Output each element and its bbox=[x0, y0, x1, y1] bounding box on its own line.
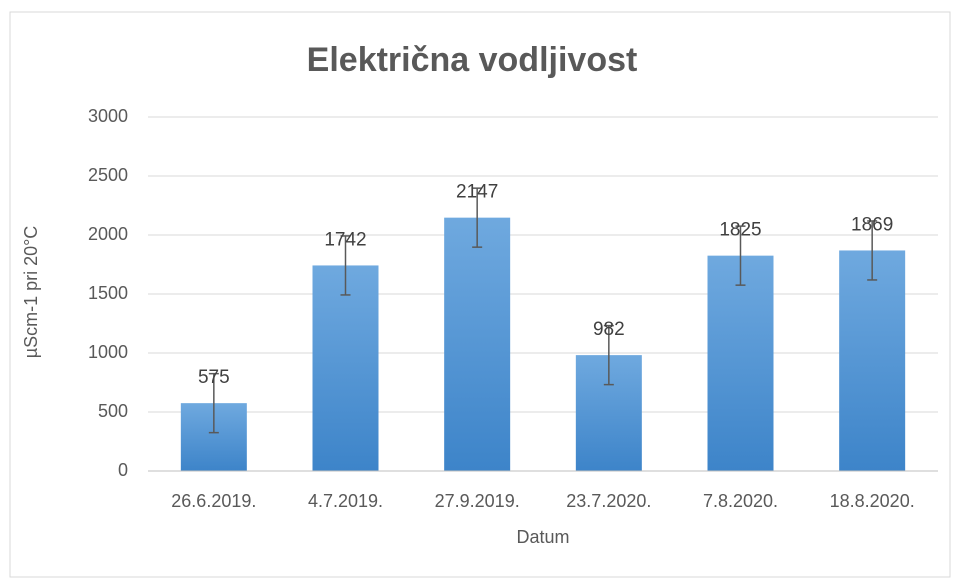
y-axis-label: µScm-1 pri 20°C bbox=[21, 226, 41, 359]
data-label: 982 bbox=[593, 319, 625, 340]
y-tick-label: 500 bbox=[98, 401, 128, 421]
bar bbox=[839, 250, 906, 471]
y-tick-label: 2000 bbox=[88, 224, 128, 244]
data-label: 1825 bbox=[719, 220, 761, 241]
bar bbox=[312, 265, 379, 471]
data-label: 1869 bbox=[851, 214, 893, 235]
chart-title: Električna vodljivost bbox=[307, 41, 638, 79]
error-bar bbox=[735, 225, 746, 286]
x-tick-label: 27.9.2019. bbox=[435, 491, 520, 511]
error-bar bbox=[867, 220, 878, 281]
y-tick-label: 2500 bbox=[88, 165, 128, 185]
x-axis-label: Datum bbox=[516, 527, 569, 547]
error-bar bbox=[603, 324, 614, 386]
error-bar bbox=[472, 187, 483, 248]
x-tick-label: 18.8.2020. bbox=[830, 491, 915, 511]
data-label: 575 bbox=[198, 367, 230, 388]
error-bar bbox=[340, 235, 351, 296]
bar bbox=[707, 255, 774, 471]
bar bbox=[444, 217, 511, 471]
x-tick-label: 7.8.2020. bbox=[703, 491, 778, 511]
y-tick-label: 3000 bbox=[88, 106, 128, 126]
x-tick-label: 26.6.2019. bbox=[171, 491, 256, 511]
y-tick-label: 1500 bbox=[88, 283, 128, 303]
y-tick-label: 0 bbox=[118, 460, 128, 480]
y-tick-label: 1000 bbox=[88, 342, 128, 362]
x-tick-label: 4.7.2019. bbox=[308, 491, 383, 511]
x-tick-label: 23.7.2020. bbox=[566, 491, 651, 511]
data-label: 1742 bbox=[324, 229, 366, 250]
data-label: 2147 bbox=[456, 182, 498, 203]
error-bar bbox=[208, 372, 219, 434]
